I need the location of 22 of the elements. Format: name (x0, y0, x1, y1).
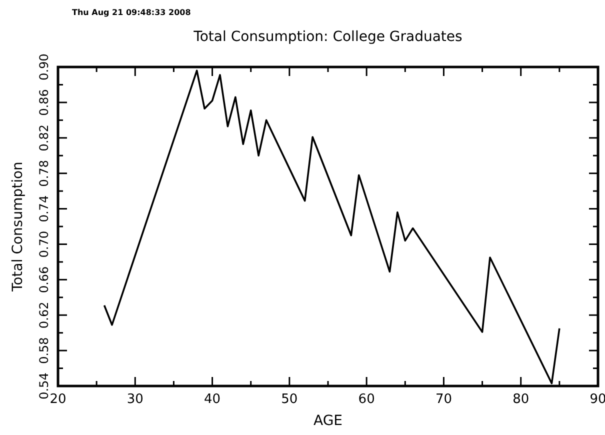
y-tick-label: 0.54 (37, 372, 51, 400)
y-tick-label: 0.62 (37, 302, 51, 328)
x-tick-label: 60 (358, 392, 375, 407)
x-tick-label: 80 (512, 392, 530, 407)
y-tick-label: 0.58 (37, 337, 51, 364)
x-tick-label: 30 (126, 392, 144, 407)
y-tick-label: 0.90 (37, 54, 51, 80)
x-tick-label: 50 (281, 392, 298, 407)
y-tick-label: 0.74 (37, 195, 51, 222)
x-axis-title: AGE (313, 413, 343, 429)
line-series (103, 70, 560, 384)
x-tick-label: 40 (204, 392, 221, 407)
y-tick-label: 0.70 (37, 230, 51, 258)
y-axis-title: Total Consumption (10, 162, 26, 292)
y-tick-label: 0.66 (37, 266, 51, 294)
x-tick-label: 20 (50, 392, 66, 407)
y-tick-label: 0.86 (37, 89, 51, 116)
text: Thu Aug 21 09:48:33 2008 (72, 8, 192, 17)
y-tick-label: 0.82 (37, 124, 51, 152)
y-tick-label: 0.78 (37, 160, 51, 187)
chart-title: Total Consumption: College Graduates (192, 29, 462, 45)
x-tick-label: 70 (435, 392, 452, 407)
